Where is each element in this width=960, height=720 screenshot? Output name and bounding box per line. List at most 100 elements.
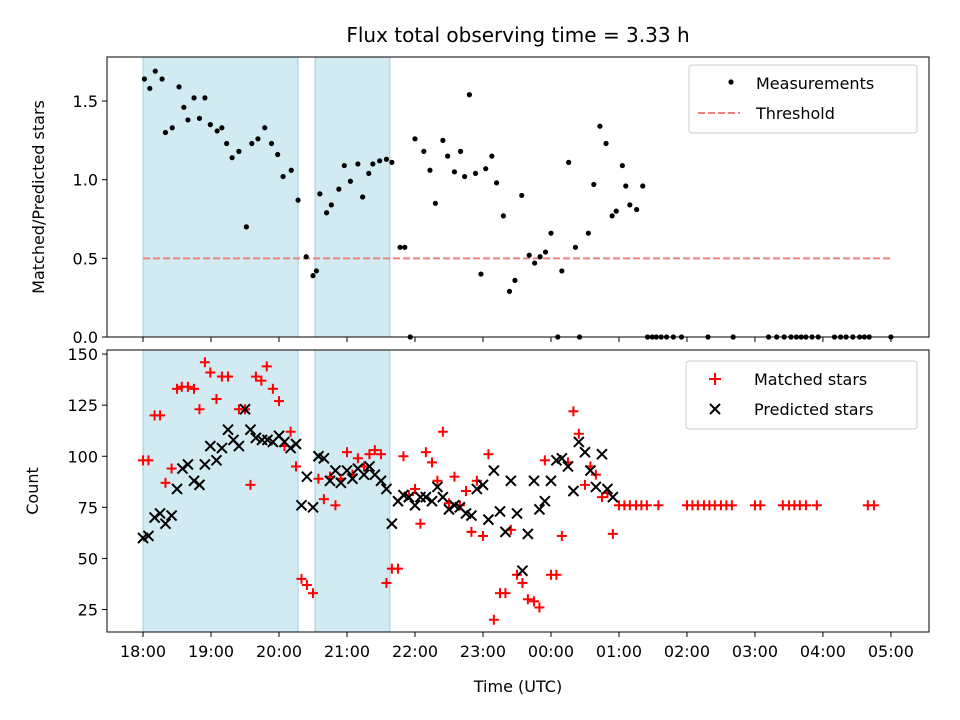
measurement-point [389, 159, 395, 165]
top-ytick-label: 1.5 [73, 92, 98, 111]
matched-star-point [551, 569, 562, 580]
xtick-label: 18:00 [120, 642, 166, 661]
measurement-point [219, 125, 225, 131]
matched-star-point [437, 426, 448, 437]
legend-predicted-marker [709, 403, 721, 415]
predicted-star-point [307, 501, 319, 514]
matched-star-point [245, 479, 256, 490]
measurement-point [303, 254, 309, 260]
matched-star-point [250, 371, 261, 382]
predicted-star-point [426, 495, 438, 507]
matched-star-point [211, 394, 222, 405]
chart-title: Flux total observing time = 3.33 h [346, 23, 689, 47]
bottom-ytick-label: 125 [67, 396, 98, 415]
matched-star-point [568, 406, 579, 417]
bottom-ytick-label: 100 [67, 447, 98, 466]
predicted-star-point [210, 454, 223, 467]
predicted-star-point [528, 475, 540, 487]
predicted-star-point [295, 499, 308, 512]
predicted-star-point [471, 483, 483, 495]
bottom-axes-frame [106, 349, 930, 633]
top-axes-frame [106, 56, 930, 338]
measurement-point [169, 125, 175, 131]
measurement-point [478, 271, 484, 277]
matched-star-point [143, 455, 154, 466]
measurement-point [519, 192, 525, 199]
measurement-point [623, 183, 629, 189]
predicted-star-point [165, 509, 178, 522]
measurement-point [462, 173, 468, 180]
measurement-point [466, 92, 472, 98]
measurement-point [141, 76, 147, 82]
measurement-point [566, 159, 572, 165]
predicted-star-point [154, 507, 166, 520]
matched-star-point [160, 477, 171, 488]
matched-star-point [811, 500, 822, 511]
predicted-star-point [193, 479, 206, 491]
measurement-point [500, 213, 506, 219]
matched-star-point [579, 479, 590, 490]
matched-star-point [381, 577, 392, 588]
predicted-star-point [579, 446, 591, 458]
measurement-point [585, 230, 591, 236]
xtick-label: 05:00 [868, 642, 914, 661]
xtick-label: 02:00 [664, 642, 710, 661]
xtick-label: 21:00 [324, 642, 370, 661]
measurement-point [288, 167, 294, 173]
bottom-y-ticks: 25 50 75 100 125 150 [67, 345, 107, 620]
matched-star-point [528, 596, 539, 607]
matched-star-point [392, 563, 403, 574]
measurement-point [313, 268, 320, 274]
measurement-point [427, 167, 433, 173]
measurement-point [402, 244, 408, 250]
measurement-point [310, 273, 316, 279]
xtick-label: 03:00 [732, 642, 778, 661]
predicted-star-point [159, 517, 172, 530]
matched-star-point [155, 410, 166, 421]
measurement-point [196, 115, 203, 121]
measurement-point [542, 249, 549, 255]
predicted-star-point [403, 491, 415, 503]
predicted-star-point [233, 440, 245, 452]
matched-star-point [376, 449, 386, 460]
predicted-star-point [318, 452, 330, 465]
measurement-point [280, 173, 286, 180]
predicted-star-point [375, 475, 387, 487]
measurement-point [493, 180, 500, 186]
bottom-legend: Matched stars Predicted stars [685, 360, 918, 430]
predicted-star-point [499, 526, 512, 538]
measurement-point [185, 117, 191, 123]
matched-star-point [256, 375, 267, 386]
top-legend-box [688, 64, 918, 134]
matched-star-point [194, 404, 205, 415]
measurement-point [355, 161, 361, 167]
measurement-point [591, 181, 597, 188]
measurement-point [236, 148, 242, 154]
predicted-star-point [505, 475, 517, 487]
measurement-point [328, 202, 334, 208]
shaded-interval [314, 349, 391, 633]
predicted-star-point [477, 479, 489, 491]
predicted-star-point [142, 530, 155, 542]
measurement-point [202, 95, 208, 101]
measurement-point [181, 104, 187, 110]
matched-star-point [267, 383, 278, 394]
bottom-x-ticks: 18:00 19:00 20:00 21:00 22:00 23:00 00:00 01:00… [120, 632, 914, 661]
matched-star-point [318, 494, 329, 505]
matched-star-point [199, 357, 210, 368]
predicted-star-point [363, 460, 376, 473]
legend-measurements-marker [728, 79, 734, 85]
predicted-star-points [137, 403, 619, 577]
matched-star-point [342, 447, 353, 458]
predicted-star-point [590, 481, 602, 493]
measurement-point [457, 148, 464, 154]
measurement-point [268, 140, 275, 147]
top-ytick-label: 0.0 [73, 328, 98, 347]
measurement-point [366, 170, 372, 177]
matched-star-point [364, 449, 375, 460]
measurement-point [526, 252, 532, 258]
bottom-panel: 25 50 75 100 125 150 18:00 19:00 20:00 21:00 22:0… [23, 345, 930, 696]
measurement-point [360, 194, 366, 200]
predicted-star-point [250, 432, 262, 444]
